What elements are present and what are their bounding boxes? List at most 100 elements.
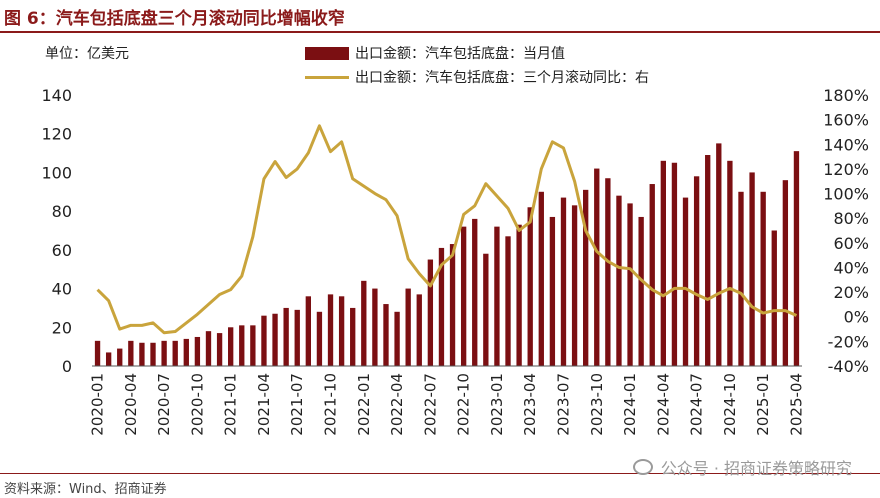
bar [693, 176, 700, 366]
y-right-tick-label: 100% [823, 185, 869, 204]
bar [372, 288, 378, 366]
bar [560, 197, 567, 366]
bar [760, 191, 766, 366]
bar [183, 338, 189, 366]
bar [305, 296, 311, 366]
y-right-tick-label: 160% [823, 111, 869, 130]
bar [228, 327, 234, 366]
y-right-tick-label: 140% [823, 135, 869, 154]
y-right-tick-label: -20% [828, 332, 869, 351]
bar [505, 236, 511, 366]
y-left-tick-label: 80 [52, 202, 72, 221]
x-tick-label: 2022-04 [388, 373, 406, 436]
y-axis-right-labels: -40% -20% 0% 20% 40% 60% 80% 100% 120% 140% 160% 18… [823, 86, 869, 376]
watermark-text: 公众号 · 招商证券策略研究 [660, 459, 852, 478]
legend-label-line: 出口金额：汽车包括底盘：三个月滚动同比：右 [355, 70, 649, 86]
bar [394, 311, 400, 366]
bar [338, 296, 345, 366]
x-tick-label: 2021-04 [255, 373, 273, 436]
bar [205, 331, 212, 366]
bar [350, 307, 356, 366]
y-left-tick-label: 20 [52, 318, 72, 337]
x-tick-label: 2022-01 [355, 373, 373, 436]
bar [405, 288, 411, 366]
bar [294, 309, 300, 366]
bar [771, 230, 777, 366]
x-tick-label: 2020-10 [188, 373, 206, 436]
title-divider [0, 31, 880, 33]
footer-divider [0, 473, 880, 474]
legend-item-line: 出口金额：汽车包括底盘：三个月滚动同比：右 [305, 67, 649, 87]
line-series [96, 124, 798, 335]
bar [139, 342, 145, 366]
y-left-tick-label: 120 [41, 125, 72, 144]
wechat-icon [632, 459, 653, 475]
bar [216, 333, 223, 366]
y-axis-left-labels: 0 20 40 60 80 100 120 140 [41, 86, 72, 376]
bar [460, 226, 467, 366]
y-right-tick-label: 80% [833, 209, 869, 228]
bar [416, 294, 422, 366]
bar [361, 280, 367, 366]
bar [749, 172, 755, 366]
y-right-tick-label: 120% [823, 160, 869, 179]
x-tick-label: 2025-01 [754, 373, 772, 436]
y-right-tick-label: 40% [833, 259, 869, 278]
bar [705, 155, 711, 366]
combo-chart: 0 20 40 60 80 100 120 140 -40% -20% 0% 20% 40% 60% 80… [41, 86, 869, 436]
y-left-tick-label: 100 [41, 163, 72, 182]
source-note: 资料来源：Wind、招商证券 [4, 482, 167, 497]
y-right-tick-label: 20% [833, 283, 869, 302]
bar [172, 340, 178, 366]
bar [239, 325, 245, 366]
y-left-tick-label: 40 [52, 280, 72, 299]
bar [472, 218, 478, 366]
bar [150, 342, 156, 366]
x-tick-label: 2021-01 [222, 373, 240, 436]
bar [105, 352, 112, 366]
y-right-tick-label: -40% [828, 357, 869, 376]
legend-label-bar: 出口金额：汽车包括底盘：当月值 [355, 46, 565, 62]
x-tick-label: 2023-04 [521, 373, 539, 436]
bar [527, 207, 533, 366]
bar [583, 189, 589, 366]
y-left-tick-label: 0 [62, 357, 72, 376]
bar [194, 336, 201, 366]
x-axis-labels: 2020-01 2020-04 2020-07 2020-10 2021-01 2021-… [89, 373, 806, 436]
x-tick-label: 2023-01 [488, 373, 506, 436]
bar [427, 259, 434, 366]
x-tick-label: 2023-07 [555, 373, 573, 436]
bar [538, 191, 544, 366]
bar [660, 160, 666, 366]
bar [782, 180, 789, 366]
unit-label: 单位：亿美元 [45, 46, 129, 62]
bar [594, 168, 600, 366]
x-tick-label: 2021-10 [322, 373, 340, 436]
bar [316, 311, 323, 366]
x-tick-label: 2020-01 [89, 373, 107, 436]
bar [616, 195, 622, 366]
x-tick-label: 2022-07 [421, 373, 439, 436]
x-tick-label: 2021-07 [288, 373, 306, 436]
bar [483, 253, 489, 366]
bar [449, 244, 456, 366]
x-tick-label: 2024-07 [688, 373, 706, 436]
bar [128, 340, 134, 366]
legend-swatch-line [305, 75, 349, 79]
bar [516, 224, 522, 366]
bar [161, 340, 167, 366]
bar [494, 226, 500, 366]
bar [250, 325, 256, 366]
bar [793, 151, 800, 366]
y-right-tick-label: 60% [833, 234, 869, 253]
bar [272, 313, 278, 366]
bar [283, 307, 289, 366]
bar [605, 178, 611, 366]
y-right-tick-label: 180% [823, 86, 869, 105]
bar [638, 216, 644, 366]
bar [327, 294, 334, 366]
bar [117, 348, 123, 366]
bar [682, 197, 689, 366]
bar [549, 216, 556, 366]
legend-swatch-bar [305, 46, 349, 60]
